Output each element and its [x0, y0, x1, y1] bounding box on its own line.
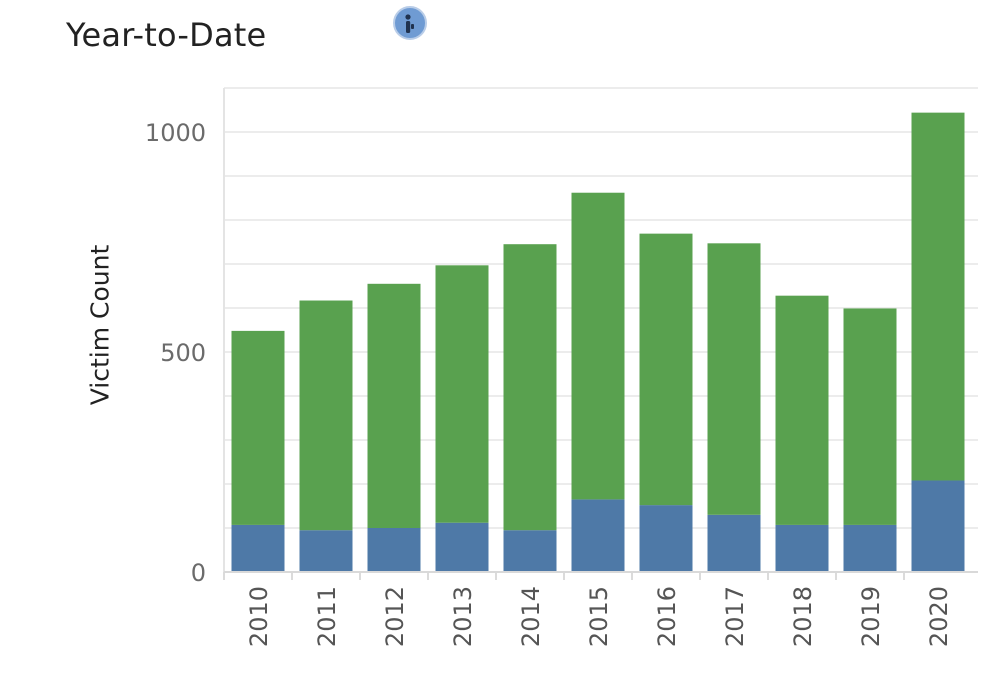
bar-segment-bottom[interactable]	[571, 499, 625, 572]
y-tick-label: 500	[160, 339, 206, 367]
bar-segment-bottom[interactable]	[435, 522, 489, 572]
bar-segment-bottom[interactable]	[367, 528, 421, 572]
bar-segment-top[interactable]	[435, 265, 489, 523]
x-tick-label: 2014	[517, 586, 545, 647]
x-tick-label: 2019	[857, 586, 885, 647]
x-tick-label: 2010	[245, 586, 273, 647]
bar-segment-bottom[interactable]	[911, 480, 965, 572]
bar-segment-top[interactable]	[367, 283, 421, 528]
y-tick-label: 1000	[145, 119, 206, 147]
bar-segment-bottom[interactable]	[503, 530, 557, 572]
chart-title: Year-to-Date	[66, 16, 267, 54]
bar-segment-top[interactable]	[503, 244, 557, 531]
bar-segment-top[interactable]	[911, 112, 965, 481]
x-ticks: 2010 2011 2012 2013 2014 2015 2016 2017 2018 2019…	[245, 586, 953, 647]
bar-segment-bottom[interactable]	[843, 524, 897, 572]
bar-segment-bottom[interactable]	[775, 524, 829, 572]
x-tick-label: 2016	[653, 586, 681, 647]
bar-segment-top[interactable]	[299, 300, 353, 531]
x-tick-label: 2011	[313, 586, 341, 647]
x-tick-label: 2015	[585, 586, 613, 647]
info-icon[interactable]	[393, 6, 427, 40]
bar-segment-top[interactable]	[775, 295, 829, 525]
bar-segment-top[interactable]	[843, 308, 897, 525]
x-tick-label: 2018	[789, 586, 817, 647]
bar-segment-top[interactable]	[639, 233, 693, 506]
x-tick-label: 2012	[381, 586, 409, 647]
x-tick-label: 2020	[925, 586, 953, 647]
bar-segment-top[interactable]	[571, 192, 625, 500]
y-ticks: 0 500 1000	[145, 119, 206, 587]
y-tick-label: 0	[191, 559, 206, 587]
bar-segment-bottom[interactable]	[299, 530, 353, 572]
bar-segment-top[interactable]	[231, 330, 285, 525]
x-tick-label: 2013	[449, 586, 477, 647]
axes	[223, 88, 978, 580]
bars	[231, 112, 965, 572]
bar-segment-bottom[interactable]	[639, 505, 693, 572]
bar-segment-bottom[interactable]	[231, 524, 285, 572]
bar-segment-top[interactable]	[707, 243, 761, 515]
bar-segment-bottom[interactable]	[707, 514, 761, 572]
x-tick-label: 2017	[721, 586, 749, 647]
